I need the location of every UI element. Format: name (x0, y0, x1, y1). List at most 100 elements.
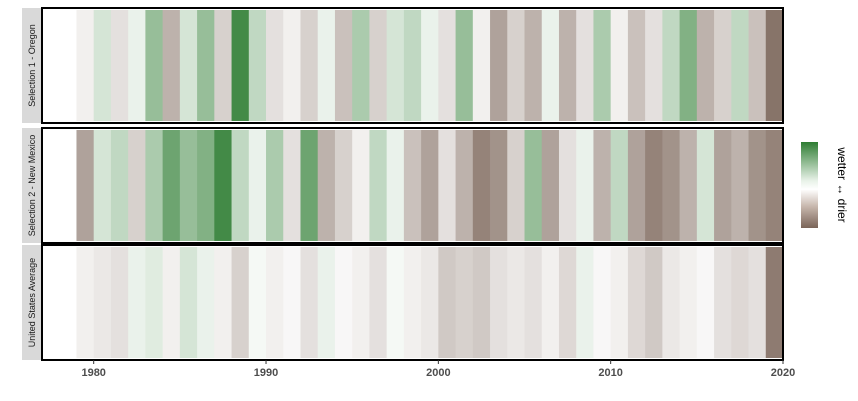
legend-colorbar (801, 142, 818, 228)
year-stripe (110, 130, 129, 241)
year-stripe (627, 247, 646, 358)
panel-frame (41, 127, 784, 244)
year-stripe (214, 130, 232, 241)
year-stripe (558, 10, 577, 121)
year-stripe (248, 247, 267, 358)
year-stripe (438, 130, 456, 241)
x-axis: 1980 1990 2000 2010 2020 (42, 359, 795, 379)
year-stripe (369, 130, 388, 241)
year-stripe (421, 247, 439, 358)
year-stripe (593, 130, 612, 241)
year-stripe (403, 10, 422, 121)
year-stripe (214, 247, 232, 358)
year-stripe (231, 130, 250, 241)
year-stripe (593, 10, 612, 121)
year-stripe (145, 10, 164, 121)
year-stripe (731, 130, 749, 241)
year-stripe (283, 130, 301, 241)
year-stripe (558, 130, 577, 241)
year-stripe (714, 247, 732, 358)
panel-strip-label: Selection 1 - Oregon (27, 24, 37, 107)
year-stripe (93, 130, 112, 241)
year-stripe (248, 130, 267, 241)
legend: wetter ↔ drier (801, 142, 849, 228)
year-stripe (490, 10, 508, 121)
year-stripe (696, 10, 715, 121)
year-stripe (421, 10, 439, 121)
year-stripe (386, 10, 405, 121)
year-stripe (76, 10, 95, 121)
year-stripe (524, 247, 543, 358)
year-stripe (352, 247, 370, 358)
year-stripe (593, 247, 612, 358)
year-stripe (197, 10, 215, 121)
year-stripe (214, 10, 232, 121)
year-stripe (627, 130, 646, 241)
year-stripe (76, 247, 95, 358)
year-stripe (541, 130, 560, 241)
year-stripe (300, 10, 319, 121)
year-stripe (558, 247, 577, 358)
year-stripe (731, 247, 749, 358)
year-stripe (110, 247, 129, 358)
panel-strip-label: United States Average (27, 258, 37, 347)
year-stripe (266, 130, 284, 241)
year-stripe (438, 247, 456, 358)
year-stripe (645, 130, 663, 241)
year-stripe (231, 10, 250, 121)
year-stripe (472, 130, 491, 241)
year-stripe (266, 10, 284, 121)
year-stripe (524, 130, 543, 241)
year-stripe (317, 247, 336, 358)
year-stripe (541, 10, 560, 121)
year-stripe (541, 247, 560, 358)
year-stripe (765, 10, 784, 121)
x-tick-label: 2020 (771, 367, 795, 379)
year-stripe (386, 247, 405, 358)
year-stripe (576, 130, 594, 241)
year-stripe (645, 10, 663, 121)
year-stripe (145, 130, 164, 241)
year-stripe (765, 130, 784, 241)
year-stripe (352, 130, 370, 241)
year-stripe (179, 10, 198, 121)
year-stripe (386, 130, 405, 241)
year-stripe (300, 247, 319, 358)
year-stripe (438, 10, 456, 121)
panel-2: Selection 2 - New Mexico (22, 127, 784, 244)
year-stripe (128, 130, 146, 241)
year-stripe (679, 247, 698, 358)
panel-strip (22, 128, 42, 243)
year-stripe (128, 10, 146, 121)
year-stripe (610, 10, 629, 121)
year-stripe (162, 247, 181, 358)
legend-title: wetter ↔ drier (835, 146, 849, 222)
x-tick-label: 1980 (81, 367, 105, 379)
year-stripe (645, 247, 663, 358)
year-stripe (317, 130, 336, 241)
panel-strip-label: Selection 2 - New Mexico (27, 135, 37, 237)
year-stripe (507, 247, 525, 358)
year-stripe (455, 130, 474, 241)
year-stripe (403, 130, 422, 241)
year-stripe (765, 247, 784, 358)
year-stripe (197, 247, 215, 358)
year-stripe (179, 247, 198, 358)
year-stripe (610, 247, 629, 358)
year-stripe (317, 10, 336, 121)
x-tick-label: 1990 (254, 367, 278, 379)
year-stripe (490, 130, 508, 241)
year-stripe (128, 247, 146, 358)
x-tick-label: 2010 (598, 367, 622, 379)
year-stripe (283, 10, 301, 121)
panel-1: Selection 1 - Oregon (22, 7, 784, 124)
year-stripe (696, 247, 715, 358)
panel-3: United States Average (22, 244, 784, 361)
year-stripe (334, 130, 353, 241)
year-stripe (731, 10, 749, 121)
year-stripe (455, 10, 474, 121)
year-stripe (352, 10, 370, 121)
year-stripe (283, 247, 301, 358)
year-stripe (162, 10, 181, 121)
year-stripe (576, 10, 594, 121)
